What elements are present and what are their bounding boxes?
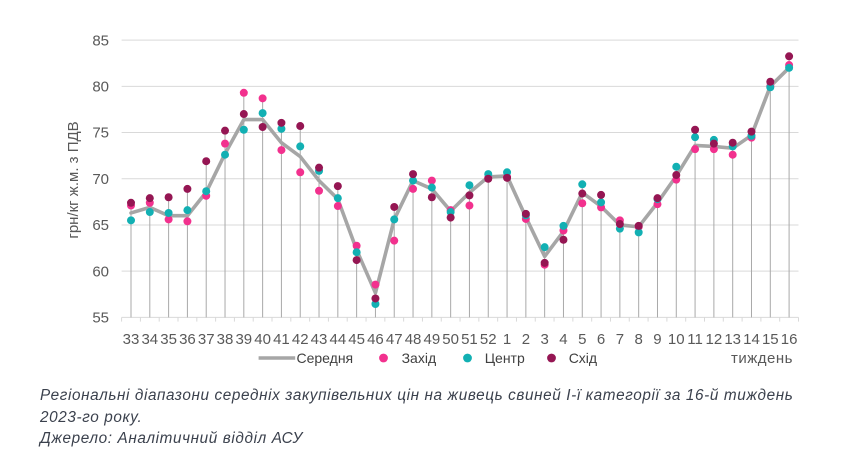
svg-text:49: 49: [424, 331, 441, 348]
svg-text:50: 50: [442, 331, 459, 348]
svg-text:10: 10: [668, 331, 685, 348]
svg-text:38: 38: [217, 331, 234, 348]
svg-text:12: 12: [706, 331, 723, 348]
svg-text:9: 9: [653, 331, 661, 348]
svg-text:40: 40: [254, 331, 271, 348]
svg-text:35: 35: [160, 331, 177, 348]
svg-text:44: 44: [329, 331, 346, 348]
svg-text:Схід: Схід: [569, 350, 597, 366]
svg-text:Центр: Центр: [485, 350, 525, 366]
svg-text:1: 1: [503, 331, 511, 348]
svg-text:52: 52: [480, 331, 497, 348]
svg-text:тиждень: тиждень: [731, 350, 793, 367]
svg-text:48: 48: [405, 331, 422, 348]
svg-text:39: 39: [235, 331, 252, 348]
svg-text:5: 5: [578, 331, 586, 348]
svg-text:80: 80: [92, 79, 109, 96]
svg-text:15: 15: [762, 331, 779, 348]
svg-text:Середня: Середня: [297, 350, 354, 366]
svg-text:41: 41: [273, 331, 290, 348]
svg-text:2: 2: [522, 331, 530, 348]
svg-text:33: 33: [123, 331, 140, 348]
svg-text:36: 36: [179, 331, 196, 348]
svg-text:37: 37: [198, 331, 215, 348]
svg-text:14: 14: [743, 331, 760, 348]
svg-text:8: 8: [635, 331, 643, 348]
svg-text:13: 13: [724, 331, 741, 348]
svg-text:42: 42: [292, 331, 309, 348]
svg-text:4: 4: [559, 331, 567, 348]
svg-text:60: 60: [92, 263, 109, 280]
svg-text:85: 85: [92, 32, 109, 49]
svg-text:65: 65: [92, 217, 109, 234]
svg-text:16: 16: [781, 331, 798, 348]
svg-text:75: 75: [92, 125, 109, 142]
svg-text:34: 34: [141, 331, 158, 348]
svg-text:43: 43: [311, 331, 328, 348]
svg-text:6: 6: [597, 331, 605, 348]
svg-text:70: 70: [92, 171, 109, 188]
svg-text:47: 47: [386, 331, 403, 348]
svg-text:Захід: Захід: [402, 350, 437, 366]
svg-text:3: 3: [540, 331, 548, 348]
svg-text:45: 45: [348, 331, 365, 348]
svg-text:46: 46: [367, 331, 384, 348]
svg-text:51: 51: [461, 331, 478, 348]
svg-text:7: 7: [616, 331, 624, 348]
svg-text:55: 55: [92, 310, 109, 327]
svg-text:11: 11: [687, 331, 703, 348]
svg-text:грн/кг ж.м. з ПДВ: грн/кг ж.м. з ПДВ: [65, 121, 82, 238]
